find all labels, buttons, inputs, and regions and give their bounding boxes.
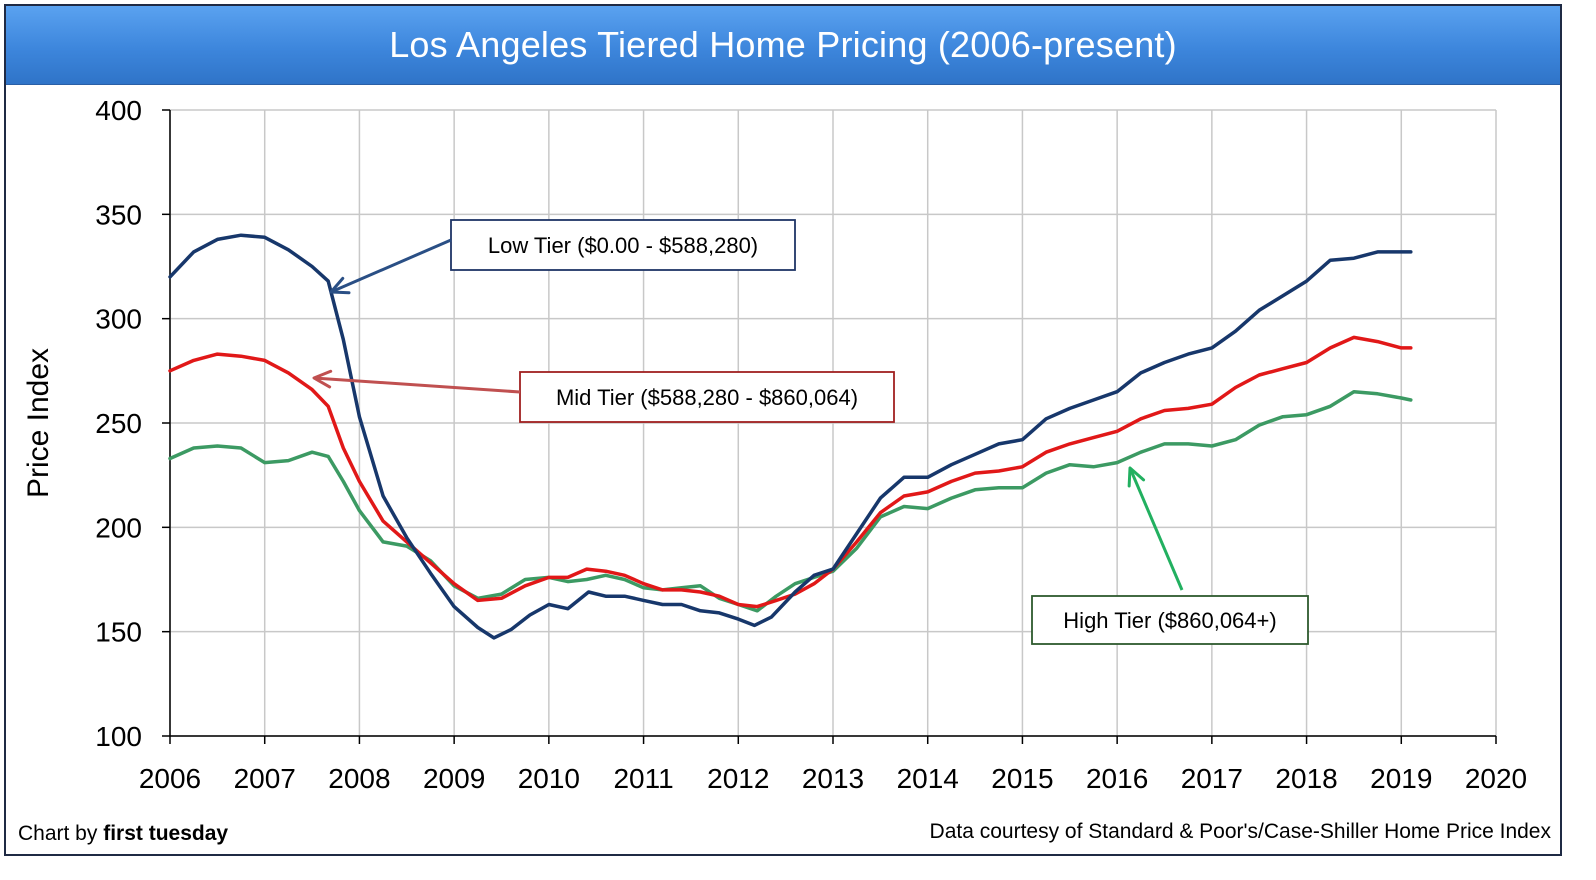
x-tick-label: 2014 (897, 763, 959, 794)
y-axis-title: Price Index (22, 348, 55, 498)
x-tick-label: 2011 (613, 763, 673, 794)
annotation-label: High Tier ($860,064+) (1063, 608, 1276, 633)
x-tick-label: 2012 (707, 763, 769, 794)
annotation-box (519, 371, 895, 423)
y-tick-label: 250 (95, 408, 142, 439)
x-tick-label: 2007 (234, 763, 296, 794)
chart-title: Los Angeles Tiered Home Pricing (2006-pr… (389, 24, 1177, 65)
x-tick-label: 2008 (328, 763, 390, 794)
annotation-arrowhead (329, 276, 351, 295)
x-tick-label: 2018 (1275, 763, 1337, 794)
annotation-box (1031, 595, 1309, 645)
y-tick-label: 300 (95, 304, 142, 335)
annotation-label: Low Tier ($0.00 - $588,280) (488, 233, 758, 258)
y-tick-label: 350 (95, 199, 142, 230)
annotation-arrow (313, 376, 521, 394)
x-tick-label: 2017 (1181, 763, 1243, 794)
chart-credit: Chart by first tuesday (18, 822, 228, 846)
annotation-box (450, 219, 796, 271)
x-tick-label: 2013 (802, 763, 864, 794)
y-tick-label: 150 (95, 617, 142, 648)
y-tick-label: 200 (95, 512, 142, 543)
annotation-label: Mid Tier ($588,280 - $860,064) (556, 385, 858, 410)
x-tick-label: 2006 (139, 763, 201, 794)
annotation-arrow (330, 238, 452, 294)
credit-brand: first tuesday (103, 822, 229, 845)
x-tick-label: 2016 (1086, 763, 1148, 794)
y-tick-label: 400 (95, 95, 142, 126)
credit-prefix: Chart by (18, 822, 98, 845)
y-tick-label: 100 (95, 721, 142, 752)
annotation-low: Low Tier ($0.00 - $588,280) (329, 219, 796, 295)
chart-frame: Los Angeles Tiered Home Pricing (2006-pr… (4, 4, 1562, 856)
x-tick-label: 2010 (518, 763, 580, 794)
data-source: Data courtesy of Standard & Poor's/Case-… (929, 820, 1551, 843)
x-tick-label: 2019 (1370, 763, 1432, 794)
title-bar: Los Angeles Tiered Home Pricing (2006-pr… (6, 6, 1560, 85)
annotation-arrow (1128, 467, 1184, 591)
annotation-high: High Tier ($860,064+) (1031, 466, 1309, 645)
x-tick-label: 2015 (991, 763, 1053, 794)
x-tick-label: 2009 (423, 763, 485, 794)
series-line-low (168, 233, 1413, 640)
annotation-arrowhead (1127, 466, 1146, 488)
series-line-high (168, 389, 1413, 613)
annotation-arrowhead (312, 369, 333, 389)
series-line-mid (168, 335, 1413, 609)
x-tick-label: 2020 (1465, 763, 1527, 794)
annotation-mid: Mid Tier ($588,280 - $860,064) (312, 369, 895, 423)
